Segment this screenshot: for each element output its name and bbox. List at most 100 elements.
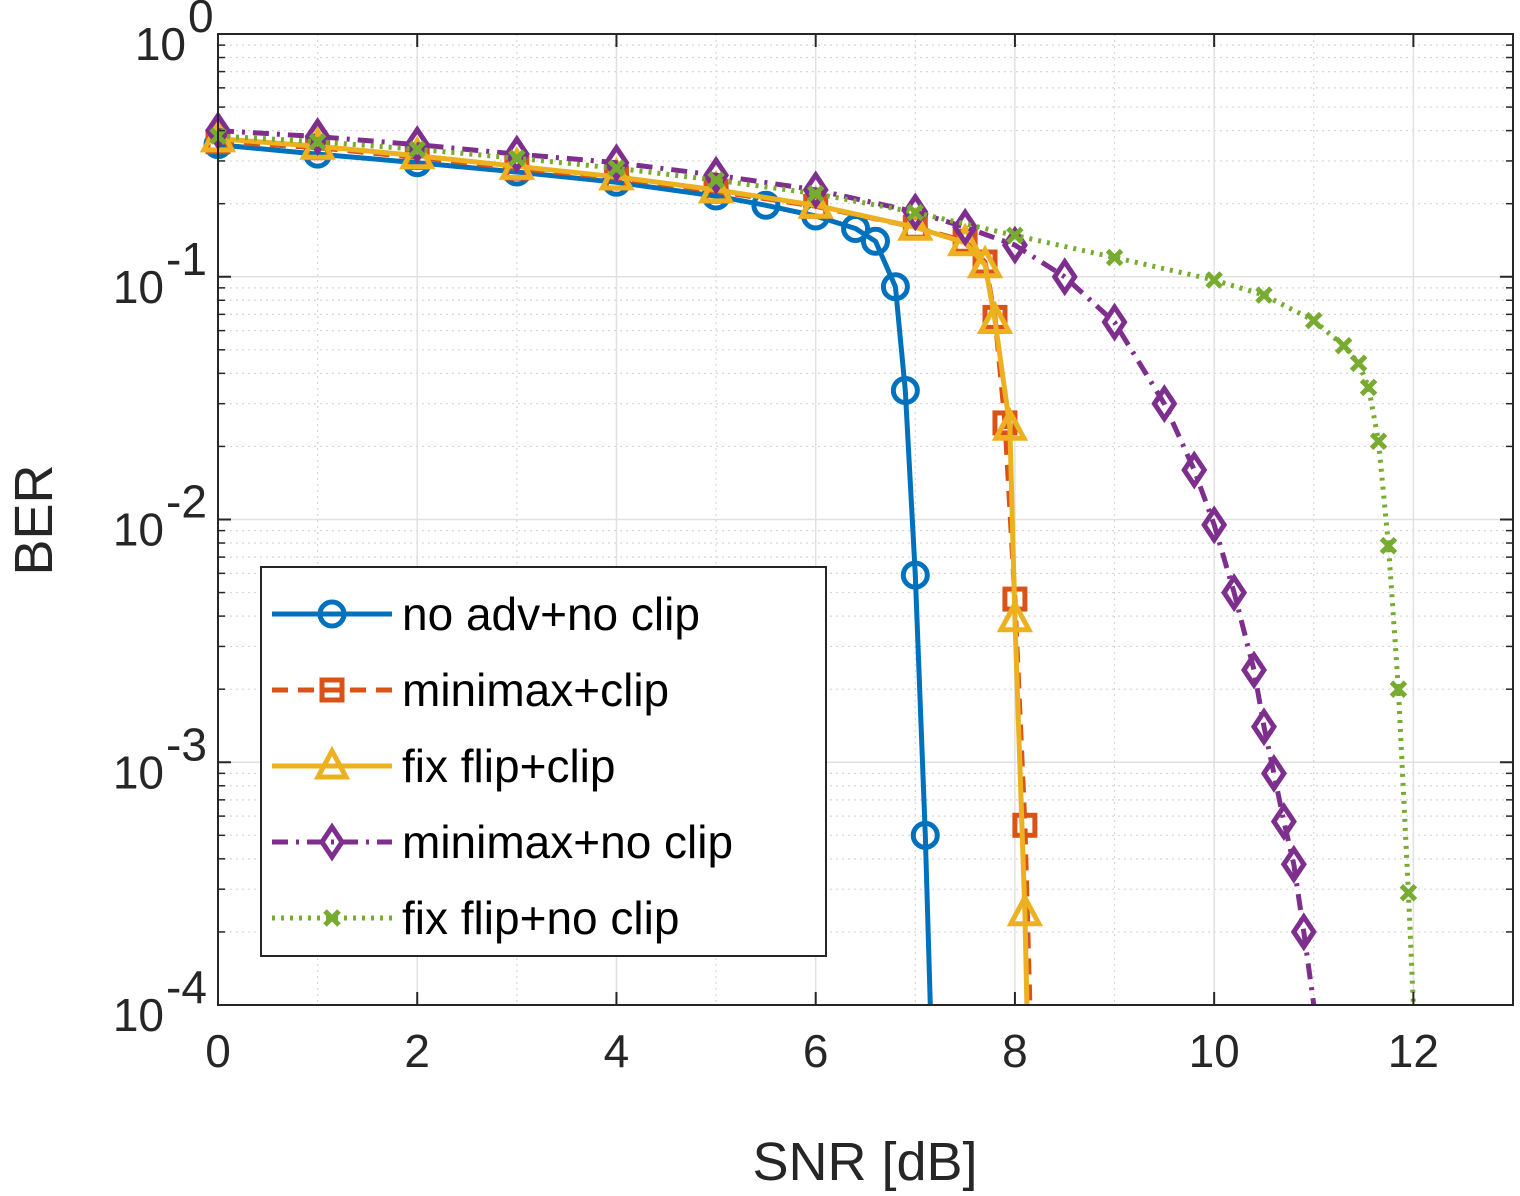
y-tick-base: 10 [113, 504, 164, 556]
data-point [946, 222, 984, 257]
legend-box [260, 566, 827, 957]
data-point [1221, 573, 1248, 613]
y-tick-exponent: -3 [166, 718, 207, 770]
legend-label: fix flip+no clip [402, 892, 679, 944]
data-point [860, 226, 890, 256]
legend: no adv+no clip minimax+clip fix flip+clip m… [260, 566, 827, 957]
x-tick-label: 4 [604, 1025, 630, 1077]
y-tick-base: 10 [135, 18, 186, 70]
series-layer [199, 111, 1418, 1006]
x-tick-label: 8 [1002, 1025, 1028, 1077]
y-tick-label: 10-3 [113, 718, 207, 798]
x-tick-label: 12 [1388, 1025, 1439, 1077]
legend-marker [318, 822, 346, 862]
data-point [1255, 286, 1273, 304]
data-point [1280, 844, 1307, 884]
series-line [217, 128, 1317, 1006]
x-tick-label: 6 [803, 1025, 829, 1077]
data-point [906, 203, 925, 222]
legend-marker [319, 677, 345, 703]
data-point [304, 117, 331, 157]
data-point [900, 560, 930, 590]
y-tick-exponent: 0 [188, 0, 214, 42]
data-point [607, 159, 626, 177]
data-point [503, 134, 530, 174]
data-point [1051, 257, 1078, 297]
legend-label: minimax+clip [402, 664, 669, 716]
data-point [603, 143, 630, 183]
data-point [1006, 226, 1024, 245]
y-tick-label: 10-2 [113, 476, 207, 556]
data-point [308, 132, 327, 151]
data-point [1290, 912, 1317, 952]
data-point [1270, 802, 1297, 842]
legend-label: minimax+no clip [402, 816, 733, 868]
data-point [1250, 707, 1277, 747]
data-point [751, 190, 781, 220]
y-tick-label: 10-4 [113, 961, 207, 1041]
data-point [1151, 384, 1178, 424]
x-axis-title: SNR [dB] [752, 1132, 977, 1192]
data-point [703, 155, 730, 195]
data-point [508, 149, 526, 167]
legend-entry: minimax+clip [272, 664, 669, 716]
data-point [1379, 536, 1398, 555]
y-tick-label: 10-1 [113, 233, 207, 313]
data-point [976, 300, 1014, 335]
data-point [1305, 311, 1323, 330]
legend-entry: fix flip+no clip [272, 892, 679, 944]
y-axis-title: BER [4, 464, 64, 575]
data-point [1101, 302, 1128, 342]
data-point [1181, 450, 1208, 490]
data-point [1201, 505, 1228, 545]
data-point [880, 272, 910, 302]
legend-entry: minimax+no clip [272, 816, 733, 868]
y-tick-label: 100 [135, 0, 214, 70]
data-point [890, 375, 920, 405]
data-point [1369, 432, 1388, 451]
y-tick-exponent: -2 [166, 476, 207, 528]
data-point [1205, 271, 1223, 289]
data-point [966, 244, 1004, 279]
legend-label: fix flip+clip [402, 740, 615, 792]
legend-marker [313, 745, 351, 780]
x-tick-label: 2 [404, 1025, 430, 1077]
y-tick-exponent: -1 [166, 233, 207, 285]
data-point [1334, 336, 1353, 355]
data-point [1105, 248, 1124, 267]
data-point [797, 184, 834, 219]
legend-marker [317, 599, 347, 629]
data-point [404, 125, 431, 165]
x-tick-label: 10 [1189, 1025, 1240, 1077]
data-point [952, 207, 979, 247]
series-fix-flip-no-clip [209, 127, 1418, 1006]
legend-entry: fix flip+clip [272, 740, 615, 792]
data-point [1389, 680, 1408, 698]
data-point [1399, 883, 1418, 902]
data-point [1012, 812, 1038, 838]
data-point [897, 206, 934, 241]
data-point [802, 170, 829, 210]
x-tick-labels: 0 2 4 6 8 10 12 [205, 1025, 1439, 1077]
legend-label: no adv+no clip [402, 588, 700, 640]
data-point [1240, 650, 1268, 690]
data-point [1359, 378, 1378, 397]
x-tick-label: 0 [205, 1025, 231, 1077]
data-point [707, 171, 725, 189]
data-point [806, 184, 825, 203]
y-tick-exponent: -4 [166, 961, 207, 1013]
data-point [910, 820, 940, 850]
data-point [408, 140, 426, 159]
data-point [1349, 354, 1368, 373]
ticks [217, 33, 1513, 1006]
legend-marker [323, 909, 341, 927]
y-tick-base: 10 [113, 746, 164, 798]
legend-entry: no adv+no clip [272, 588, 700, 640]
y-tick-base: 10 [113, 989, 164, 1041]
data-point [697, 169, 735, 204]
y-tick-base: 10 [113, 261, 164, 313]
data-point [996, 598, 1034, 633]
data-point [1006, 892, 1044, 927]
